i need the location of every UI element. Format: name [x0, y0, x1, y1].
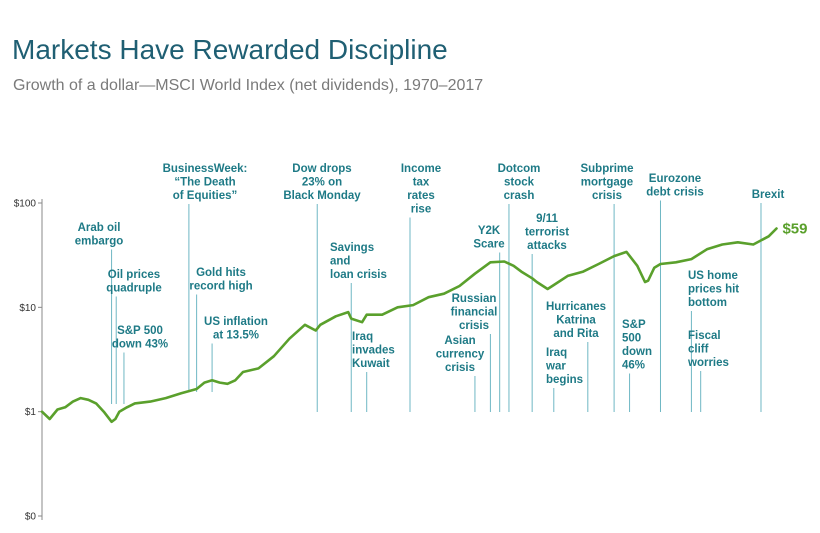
annotation-label-line: S&P 500	[117, 325, 163, 337]
annotation-label-line: Iraq	[352, 331, 373, 343]
axis-layer: $100 $10 $1 $0	[14, 199, 43, 523]
annotation-label-line: Eurozone	[649, 173, 701, 185]
annotation-label-line: terrorist	[525, 227, 569, 239]
annotation-labels: Arab oil embargo Oil prices quadruple S&P 50…	[75, 163, 785, 386]
annotation-label: Fiscal cliff worries	[687, 330, 729, 369]
annotation-label-line: worries	[687, 357, 729, 369]
annotation-label-line: Asian	[444, 335, 475, 347]
annotation-label-line: and	[330, 256, 350, 268]
annotation-label-line: tax	[413, 177, 430, 189]
annotation-label: S&P 500 down 46%	[622, 319, 652, 372]
annotation-label-line: crash	[504, 190, 535, 202]
annotation-label-line: Oil prices	[108, 269, 160, 281]
annotation-label: Asian currency crisis	[436, 335, 485, 374]
annotation-label-line: crisis	[459, 320, 489, 332]
annotation-label: US home prices hit bottom	[688, 270, 739, 309]
annotation-label-line: down	[622, 346, 652, 358]
annotation-label-line: begins	[546, 374, 583, 386]
annotation-label-line: and Rita	[553, 328, 599, 340]
series-line	[40, 227, 778, 424]
page-subtitle: Growth of a dollar—MSCI World Index (net…	[13, 77, 484, 94]
annotation-label: US inflation at 13.5%	[204, 316, 268, 342]
annotation-label: Dow drops 23% on Black Monday	[283, 163, 361, 202]
y-tick-label: $10	[19, 303, 36, 314]
annotation-label-line: prices hit	[688, 284, 739, 296]
annotation-label-line: 23% on	[302, 177, 342, 189]
annotation-label-line: Hurricanes	[546, 301, 606, 313]
annotation-label-line: 9/11	[536, 213, 558, 225]
annotation-label: Subprime mortgage crisis	[580, 163, 633, 202]
annotation-label-line: war	[545, 361, 566, 373]
annotation-label: Eurozone debt crisis	[646, 173, 704, 199]
annotation-label-line: Gold hits	[196, 267, 246, 279]
annotation-label-line: stock	[504, 177, 535, 189]
annotation-label: Iraq invades Kuwait	[352, 331, 395, 370]
annotation-label-line: Arab oil	[78, 222, 121, 234]
end-value-label: $59	[782, 220, 807, 237]
annotation-label-line: financial	[451, 307, 498, 319]
annotation-label-line: attacks	[527, 240, 567, 252]
annotation-label-line: Subprime	[580, 163, 633, 175]
annotation-label-line: Scare	[473, 239, 504, 251]
y-tick-label: $100	[14, 199, 37, 210]
annotation-label-line: 46%	[622, 360, 645, 372]
annotation-label-line: US home	[688, 270, 738, 282]
annotation-label: BusinessWeek: “The Death of Equities”	[163, 163, 248, 202]
annotation-label: Iraq war begins	[545, 347, 583, 386]
annotation-label-line: US inflation	[204, 316, 268, 328]
annotation-label-line: record high	[189, 281, 252, 293]
annotation-label: S&P 500 down 43%	[112, 325, 168, 351]
annotation-label-line: debt crisis	[646, 187, 704, 199]
annotation-label: Hurricanes Katrina and Rita	[546, 301, 606, 340]
annotation-label: Arab oil embargo	[75, 222, 124, 248]
series-layer: $59	[40, 220, 807, 424]
annotation-label-line: cliff	[688, 344, 709, 356]
annotation-label-line: BusinessWeek:	[163, 163, 248, 175]
annotation-label: Gold hits record high	[189, 267, 252, 293]
annotation-label: Income tax rates rise	[401, 163, 441, 216]
y-tick-label: $1	[25, 407, 37, 418]
annotation-label-line: Fiscal	[688, 330, 721, 342]
annotation-label: Dotcom stock crash	[498, 163, 541, 202]
annotation-label-line: Income	[401, 163, 441, 175]
annotation-label-line: down 43%	[112, 339, 168, 351]
annotation-label-line: Dotcom	[498, 163, 541, 175]
annotation-label-line: Black Monday	[283, 190, 361, 202]
annotation-label-line: Savings	[330, 242, 374, 254]
annotation-label-line: embargo	[75, 236, 124, 248]
annotation-label-line: Y2K	[478, 225, 501, 237]
annotation-label-line: Katrina	[556, 315, 596, 327]
annotation-label-line: crisis	[592, 190, 622, 202]
annotation-label-line: of Equities”	[173, 190, 238, 202]
annotation-label-line: mortgage	[581, 177, 633, 189]
annotation-label: Savings and loan crisis	[330, 242, 387, 281]
annotation-label-line: “The Death	[174, 177, 235, 189]
annotation-label-line: 500	[622, 333, 641, 345]
annotation-label: 9/11 terrorist attacks	[525, 213, 569, 252]
annotation-label-line: bottom	[688, 297, 727, 309]
annotation-label-line: rise	[411, 204, 431, 216]
annotation-label-line: currency	[436, 349, 485, 361]
annotation-label: Brexit	[752, 189, 785, 201]
annotation-label-line: Iraq	[546, 347, 567, 359]
annotation-label-line: crisis	[445, 362, 475, 374]
annotation-label: Y2K Scare	[473, 225, 504, 251]
annotation-lines	[111, 200, 762, 412]
annotation-label-line: quadruple	[106, 283, 162, 295]
annotation-label-line: Russian	[452, 293, 497, 305]
annotation-label-line: Brexit	[752, 189, 785, 201]
annotation-label-line: Kuwait	[352, 358, 390, 370]
annotation-label-line: loan crisis	[330, 269, 387, 281]
annotation-label-line: invades	[352, 345, 395, 357]
annotation-label-line: at 13.5%	[213, 330, 259, 342]
annotation-label-line: rates	[407, 190, 435, 202]
annotation-label-line: S&P	[622, 319, 646, 331]
annotation-label: Russian financial crisis	[451, 293, 498, 332]
y-tick-label: $0	[25, 512, 37, 523]
annotation-label: Oil prices quadruple	[106, 269, 162, 295]
page-title: Markets Have Rewarded Discipline	[12, 34, 448, 65]
annotation-label-line: Dow drops	[292, 163, 351, 175]
